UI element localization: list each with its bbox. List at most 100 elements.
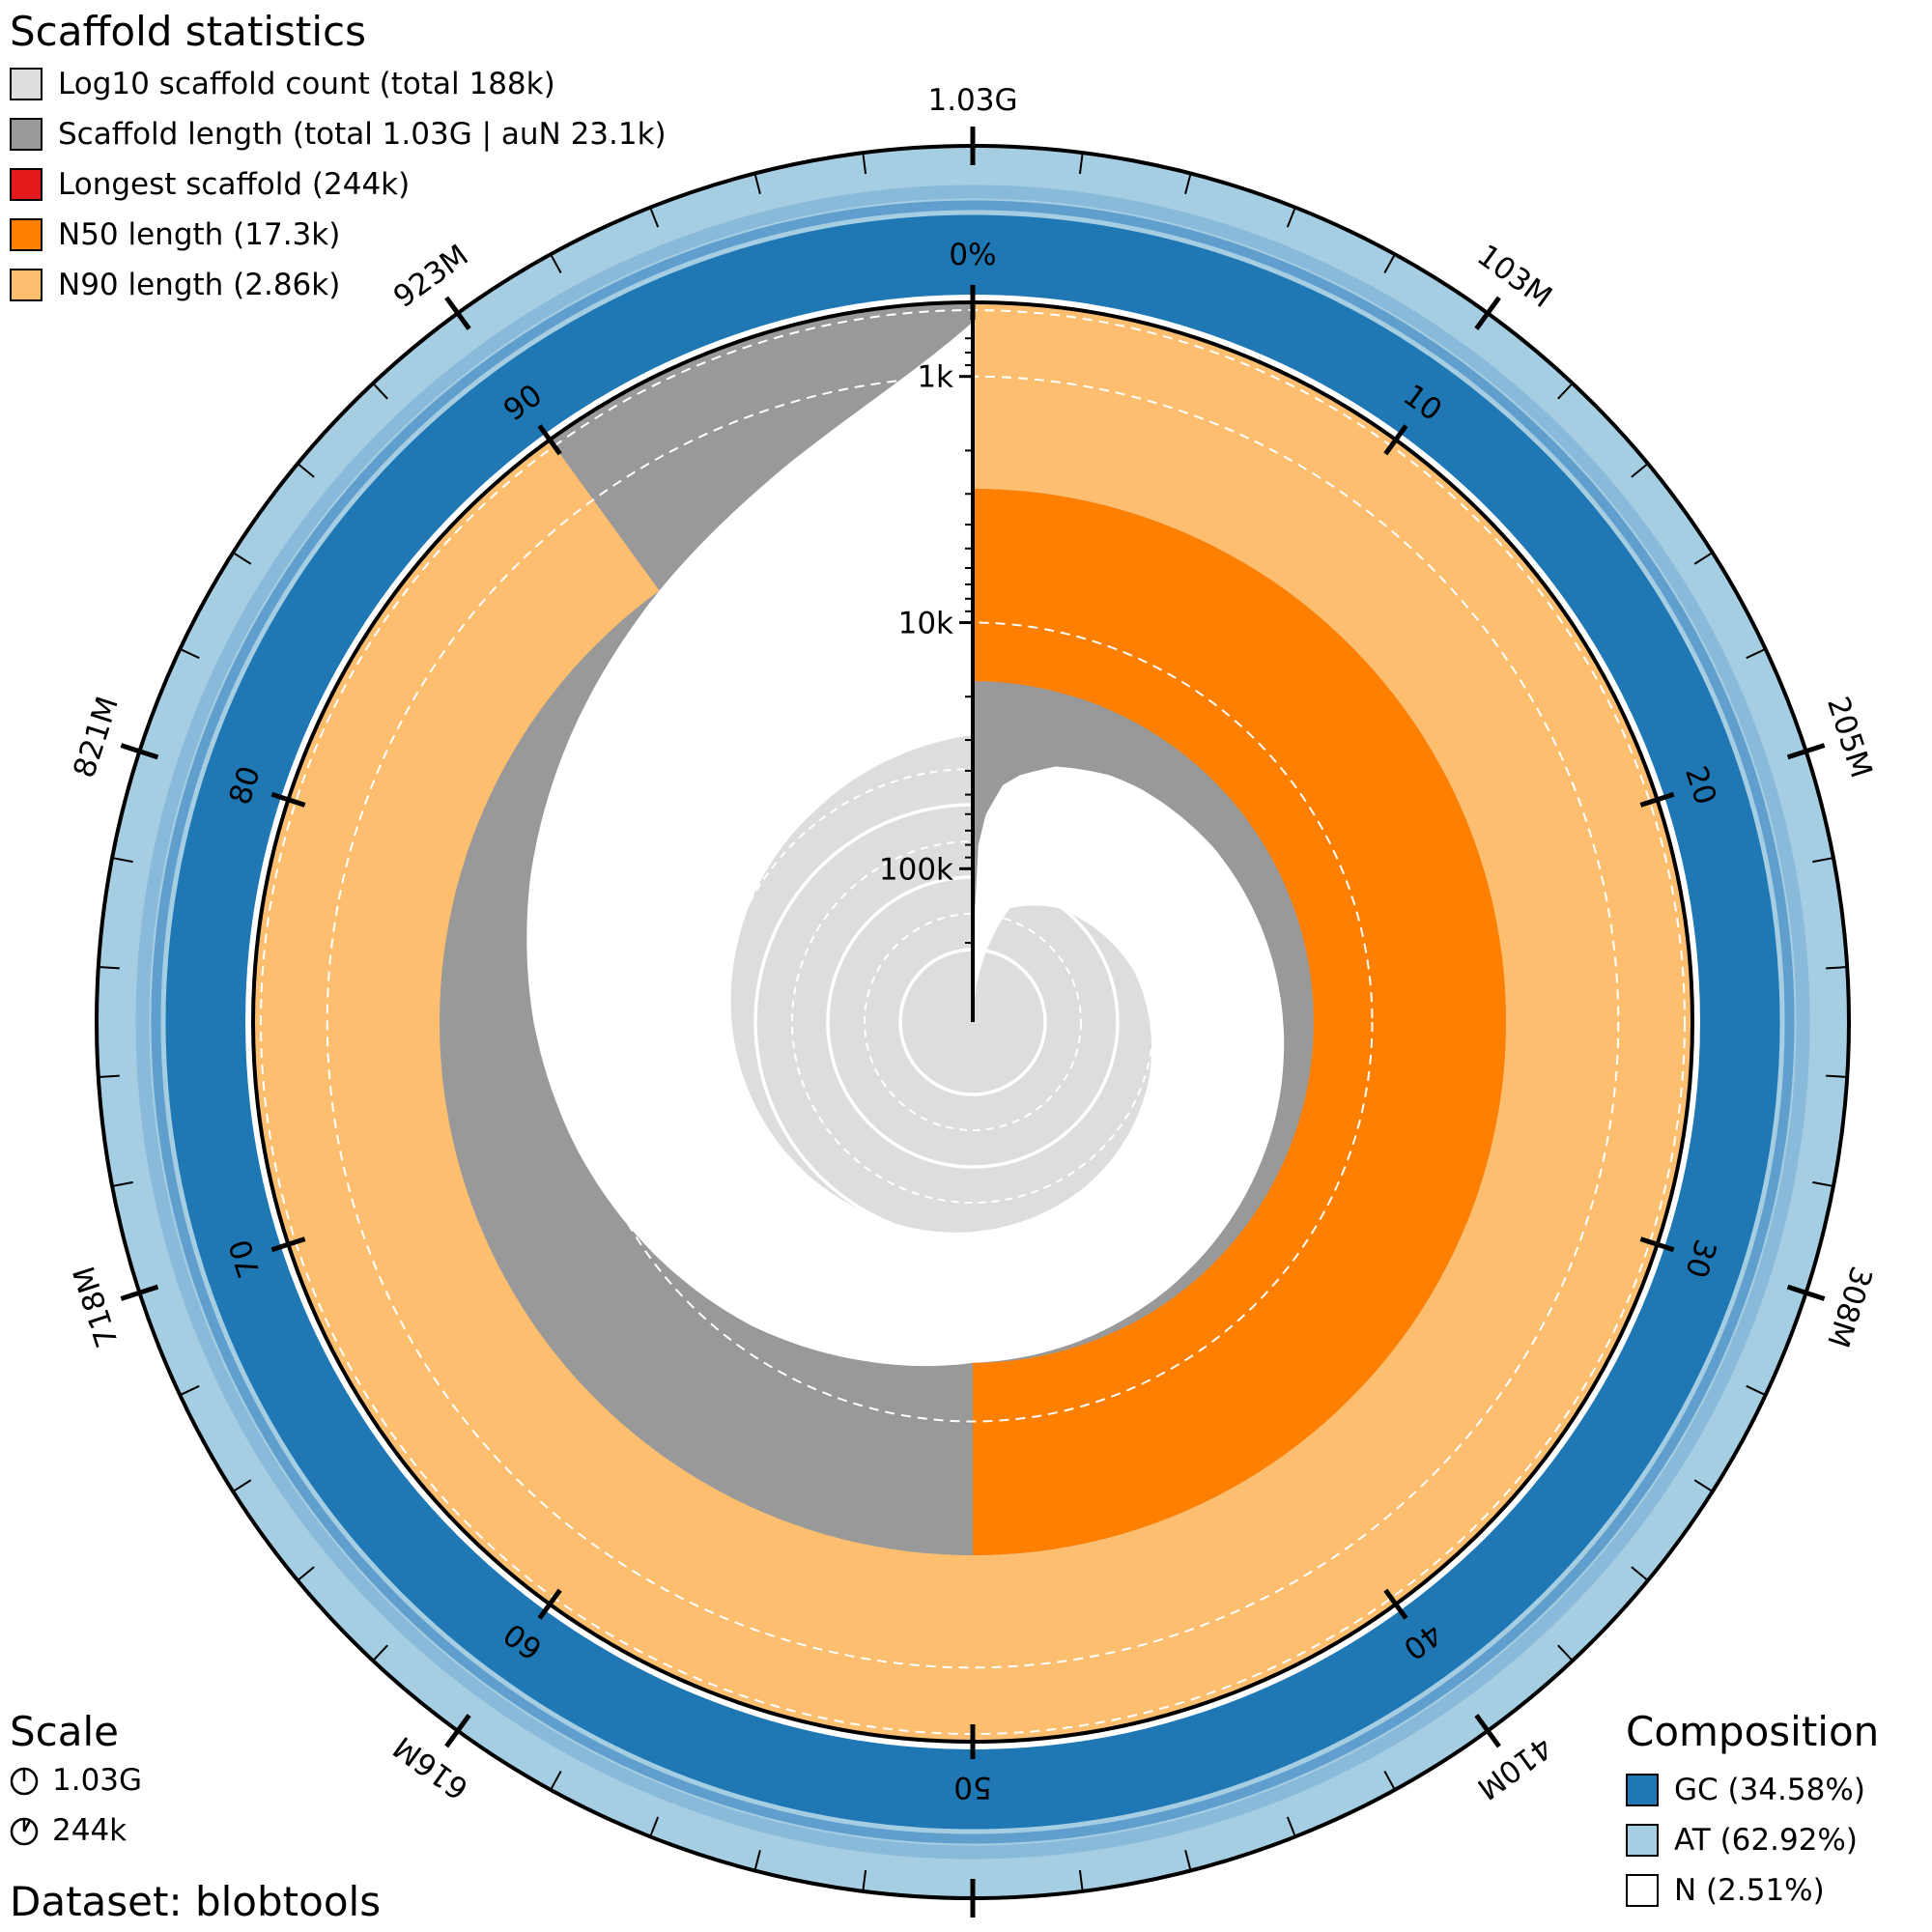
inner-major-tick [270, 1236, 306, 1253]
legend-label-scaffold-length: Scaffold length (total 1.03G | auN 23.1k… [58, 116, 667, 152]
scale-clock-icon [10, 1817, 39, 1845]
outer-minor-tick [1557, 383, 1574, 400]
outer-major-tick [1786, 1284, 1826, 1301]
outer-minor-tick [1826, 1074, 1848, 1078]
outer-major-tick [1786, 743, 1826, 760]
legend-item-n90: N90 length (2.86k) [10, 269, 340, 301]
outer-minor-tick [1812, 1180, 1834, 1187]
outer-tick-label: 821M [67, 693, 126, 782]
scale-clock-icon [10, 1767, 39, 1795]
composition-item-at: AT (62.92%) [1626, 1824, 1858, 1857]
outer-minor-tick [179, 1384, 200, 1397]
legend-label-n50: N50 length (17.3k) [58, 216, 341, 252]
composition-label-at: AT (62.92%) [1674, 1822, 1858, 1858]
inner-major-tick [270, 791, 306, 808]
composition-swatch-gc [1626, 1774, 1659, 1806]
outer-major-tick [1474, 296, 1501, 330]
composition-swatch-at [1626, 1824, 1659, 1857]
outer-minor-tick [649, 1816, 660, 1837]
outer-minor-tick [1746, 647, 1767, 660]
outer-minor-tick [1383, 253, 1396, 273]
outer-major-tick [444, 1714, 471, 1748]
outer-minor-tick [1631, 463, 1649, 478]
gc-variation-band [135, 185, 1810, 1860]
outer-minor-tick [1286, 207, 1296, 228]
outer-tick-label: 1.03G [927, 83, 1017, 118]
composition-ring [97, 146, 1849, 1898]
outer-minor-tick [550, 253, 562, 273]
composition-swatch-n [1626, 1874, 1659, 1907]
scale-item-total: 1.03G [10, 1766, 142, 1796]
inner-major-tick [1383, 1588, 1408, 1620]
legend-swatch-longest-scaffold [10, 168, 43, 201]
outer-tick-label: 308M [1820, 1262, 1879, 1351]
outer-minor-tick [1184, 173, 1192, 195]
gc-ring [165, 214, 1780, 1830]
composition-item-n: N (2.51%) [1626, 1874, 1825, 1907]
legend-swatch-n90 [10, 269, 43, 301]
outer-minor-tick [1631, 1566, 1649, 1581]
legend-swatch-n50 [10, 218, 43, 251]
count-grid-dashed [791, 840, 1154, 1204]
stats-legend-title: Scaffold statistics [10, 8, 367, 55]
outer-tick-label: 205M [1820, 693, 1879, 782]
outer-minor-tick [179, 647, 200, 660]
outer-minor-tick [649, 207, 660, 228]
outer-tick-label: 410M [1470, 1729, 1558, 1806]
outer-minor-tick [1286, 1816, 1296, 1837]
legend-item-longest-scaffold: Longest scaffold (244k) [10, 168, 410, 201]
outer-minor-tick [1184, 1849, 1192, 1871]
inner-major-tick [1639, 791, 1675, 808]
scale-label-total: 1.03G [52, 1763, 143, 1798]
dataset-label: Dataset: blobtools [10, 1878, 382, 1925]
outer-minor-tick [1557, 1644, 1574, 1662]
legend-item-scaffold-length: Scaffold length (total 1.03G | auN 23.1k… [10, 118, 667, 151]
inner-major-tick [537, 424, 562, 456]
outer-minor-tick [297, 463, 315, 478]
outer-tick-label: 616M [387, 1729, 475, 1806]
outer-minor-tick [1812, 857, 1834, 864]
outer-minor-tick [1078, 153, 1084, 175]
outer-minor-tick [111, 857, 133, 864]
outer-minor-tick [1693, 552, 1714, 565]
scale-item-longest: 244k [10, 1816, 127, 1846]
outer-minor-tick [550, 1771, 562, 1791]
outer-minor-tick [232, 1479, 252, 1492]
outer-minor-tick [862, 1869, 867, 1891]
composition-item-gc: GC (34.58%) [1626, 1774, 1865, 1806]
outer-minor-tick [111, 1180, 133, 1187]
composition-legend-title: Composition [1626, 1708, 1880, 1755]
outer-major-tick [444, 296, 471, 330]
legend-swatch-scaffold-count [10, 68, 43, 100]
inner-major-tick [1639, 1236, 1675, 1253]
composition-label-gc: GC (34.58%) [1674, 1772, 1865, 1807]
radial-tick-label: 1k [917, 360, 953, 395]
scale-legend-title: Scale [10, 1708, 119, 1755]
outer-minor-tick [98, 966, 120, 970]
count-grid-dashed [864, 913, 1082, 1131]
outer-minor-tick [1383, 1771, 1396, 1791]
radial-tick-label: 10k [898, 606, 953, 640]
legend-label-scaffold-count: Log10 scaffold count (total 188k) [58, 66, 555, 101]
outer-minor-tick [372, 1644, 388, 1662]
outer-tick-label: 103M [1470, 238, 1558, 315]
outer-minor-tick [753, 1849, 761, 1871]
outer-minor-tick [297, 1566, 315, 1581]
inner-major-tick [1383, 424, 1408, 456]
outer-minor-tick [1078, 1869, 1084, 1891]
radial-tick-label: 100k [879, 852, 953, 887]
percent-tick-label: 50 [953, 1770, 991, 1804]
legend-label-n90: N90 length (2.86k) [58, 267, 341, 302]
inner-major-tick [537, 1588, 562, 1620]
axes [95, 127, 1851, 1918]
outer-minor-tick [862, 153, 867, 175]
outer-tick-label: 923M [387, 238, 475, 315]
gc-variation-band [151, 200, 1795, 1844]
outer-minor-tick [1693, 1479, 1714, 1492]
scaffold-count-spiral [730, 735, 1152, 1233]
scale-label-longest: 244k [52, 1813, 128, 1848]
outer-major-tick [120, 743, 159, 760]
outer-minor-tick [232, 552, 252, 565]
n50-band [973, 489, 1506, 1555]
